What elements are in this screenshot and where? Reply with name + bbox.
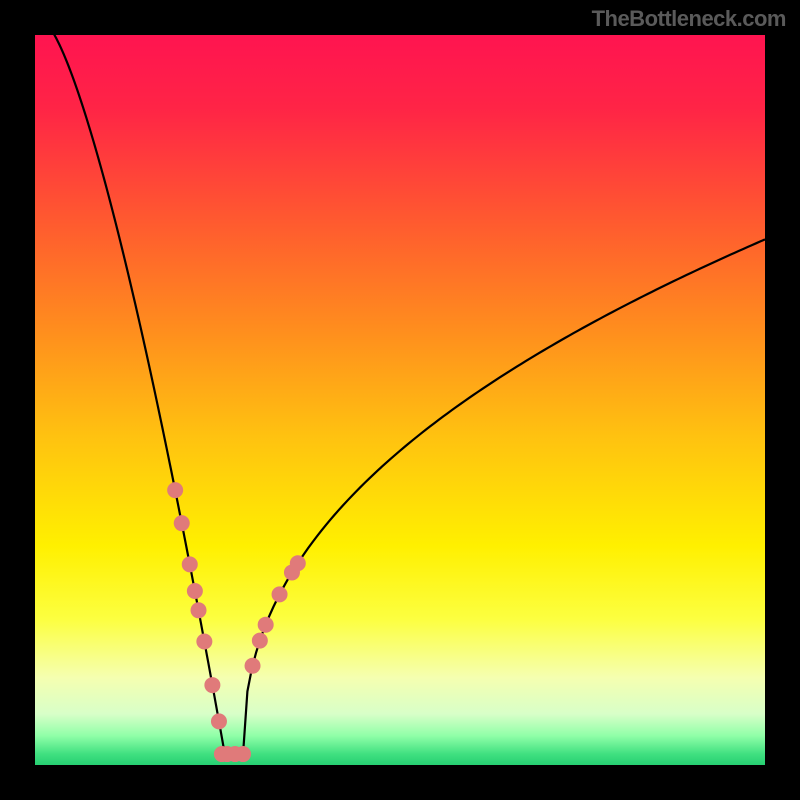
data-marker	[272, 586, 288, 602]
chart-svg	[35, 35, 765, 765]
gradient-background	[35, 35, 765, 765]
data-marker	[235, 746, 251, 762]
data-marker	[191, 602, 207, 618]
data-marker	[290, 555, 306, 571]
data-marker	[252, 633, 268, 649]
data-marker	[245, 658, 261, 674]
data-marker	[196, 633, 212, 649]
data-marker	[211, 713, 227, 729]
plot-area	[35, 35, 765, 765]
data-marker	[258, 617, 274, 633]
data-marker	[174, 515, 190, 531]
chart-frame: TheBottleneck.com	[0, 0, 800, 800]
data-marker	[204, 677, 220, 693]
watermark-text: TheBottleneck.com	[592, 6, 786, 32]
data-marker	[182, 556, 198, 572]
data-marker	[187, 583, 203, 599]
data-marker	[167, 482, 183, 498]
